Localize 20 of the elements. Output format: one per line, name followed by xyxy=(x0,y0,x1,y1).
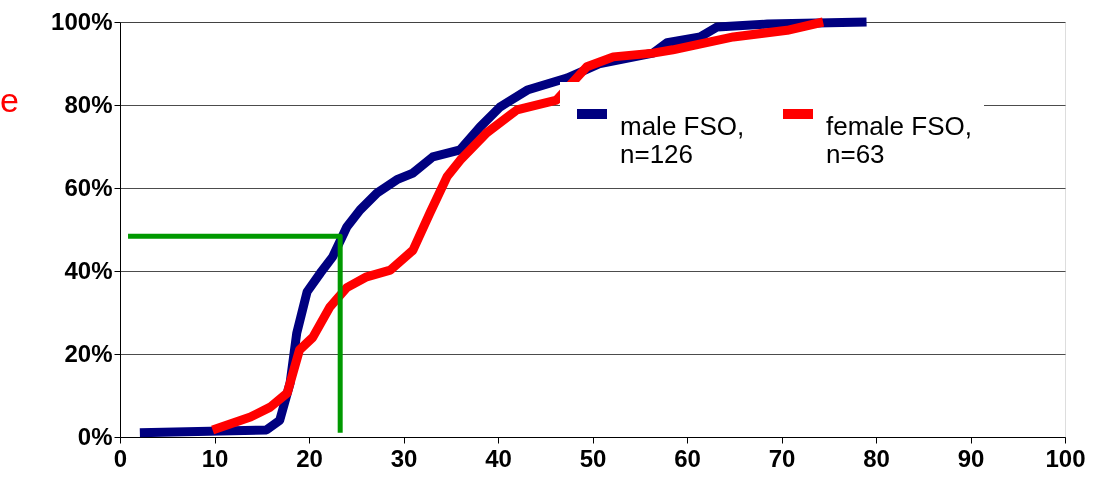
x-tick-label: 20 xyxy=(296,444,323,472)
x-tick-label: 90 xyxy=(957,444,985,472)
y-tick-label: 0% xyxy=(77,422,113,450)
x-tick-label: 0 xyxy=(113,444,128,472)
legend-label: male FSO, n=126 xyxy=(620,111,745,169)
y-tick-label: 80% xyxy=(64,90,113,118)
x-tick-label: 30 xyxy=(390,444,418,472)
x-tick-label: 10 xyxy=(201,444,229,472)
x-tick-label: 100 xyxy=(1045,444,1086,472)
y-tick-label: 40% xyxy=(64,256,113,284)
x-tick-label: 50 xyxy=(579,444,607,472)
y-tick-label: 100% xyxy=(51,7,113,35)
x-tick-label: 40 xyxy=(485,444,512,472)
x-tick-label: 70 xyxy=(768,444,796,472)
y-tick-label: 20% xyxy=(64,339,113,367)
legend-label: female FSO, n=63 xyxy=(826,111,972,169)
text: e xyxy=(0,81,19,119)
x-tick-label: 80 xyxy=(863,444,890,472)
x-tick-label: 60 xyxy=(674,444,701,472)
y-tick-label: 60% xyxy=(64,173,113,201)
